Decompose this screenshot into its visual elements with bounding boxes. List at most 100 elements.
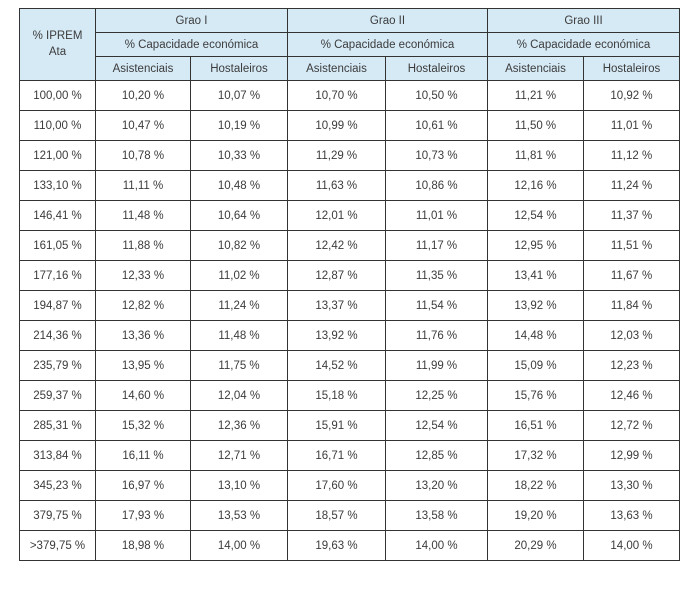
value-cell: 12,25 % <box>385 380 488 411</box>
value-cell: 12,04 % <box>190 380 288 411</box>
corner-header-iprem-ata: % IPREM Ata <box>19 8 96 81</box>
subheader-capacidade-grao-iii: % Capacidade económica <box>486 32 681 57</box>
group-header-grao-iii: Grao III <box>486 8 681 33</box>
value-cell: 10,99 % <box>287 110 386 141</box>
iprem-cell: 177,16 % <box>19 260 96 291</box>
table-row: 161,05 % 11,88 % 10,82 % 12,42 % 11,17 % 12,9… <box>19 230 681 261</box>
value-cell: 11,88 % <box>95 230 191 261</box>
value-cell: 11,81 % <box>487 140 584 171</box>
value-cell: 12,33 % <box>95 260 191 291</box>
iprem-capacity-table: % IPREM Ata Grao I Grao II Grao III % Ca… <box>19 8 681 561</box>
value-cell: 16,11 % <box>95 440 191 471</box>
value-cell: 11,11 % <box>95 170 191 201</box>
value-cell: 11,48 % <box>95 200 191 231</box>
value-cell: 20,29 % <box>487 530 584 561</box>
value-cell: 17,93 % <box>95 500 191 531</box>
value-cell: 10,78 % <box>95 140 191 171</box>
table-header: % IPREM Ata Grao I Grao II Grao III % Ca… <box>19 8 681 81</box>
value-cell: 18,98 % <box>95 530 191 561</box>
value-cell: 12,54 % <box>385 410 488 441</box>
header-row-subheaders: % Capacidade económica % Capacidade econ… <box>20 32 681 57</box>
column-header-asistenciais-grao-ii: Asistenciais <box>287 56 386 81</box>
value-cell: 12,54 % <box>487 200 584 231</box>
value-cell: 15,91 % <box>287 410 386 441</box>
value-cell: 16,97 % <box>95 470 191 501</box>
value-cell: 12,42 % <box>287 230 386 261</box>
iprem-cell: 285,31 % <box>19 410 96 441</box>
value-cell: 11,01 % <box>582 110 681 141</box>
table-row: 259,37 % 14,60 % 12,04 % 15,18 % 12,25 % 15,7… <box>19 380 681 411</box>
value-cell: 11,37 % <box>582 200 681 231</box>
value-cell: 13,92 % <box>487 290 584 321</box>
value-cell: 13,36 % <box>95 320 191 351</box>
iprem-cell: >379,75 % <box>19 530 96 561</box>
value-cell: 13,10 % <box>190 470 288 501</box>
table-row: 235,79 % 13,95 % 11,75 % 14,52 % 11,99 % 15,0… <box>19 350 681 381</box>
table-row: 121,00 % 10,78 % 10,33 % 11,29 % 10,73 % 11,8… <box>19 140 681 171</box>
value-cell: 15,32 % <box>95 410 191 441</box>
value-cell: 11,29 % <box>287 140 386 171</box>
group-header-grao-ii: Grao II <box>287 8 488 33</box>
value-cell: 10,82 % <box>190 230 288 261</box>
subheader-capacidade-grao-i: % Capacidade económica <box>95 32 288 57</box>
value-cell: 11,24 % <box>582 170 681 201</box>
value-cell: 11,76 % <box>385 320 488 351</box>
column-header-hostaleiros-grao-i: Hostaleiros <box>190 56 288 81</box>
subheader-capacidade-grao-ii: % Capacidade económica <box>287 32 488 57</box>
value-cell: 11,12 % <box>582 140 681 171</box>
value-cell: 13,37 % <box>287 290 386 321</box>
value-cell: 11,99 % <box>385 350 488 381</box>
value-cell: 10,47 % <box>95 110 191 141</box>
value-cell: 12,87 % <box>287 260 386 291</box>
table-row: 345,23 % 16,97 % 13,10 % 17,60 % 13,20 % 18,2… <box>19 470 681 501</box>
iprem-cell: 235,79 % <box>19 350 96 381</box>
value-cell: 10,07 % <box>190 80 288 111</box>
column-header-hostaleiros-grao-iii: Hostaleiros <box>582 56 681 81</box>
table-row: 133,10 % 11,11 % 10,48 % 11,63 % 10,86 % 12,1… <box>19 170 681 201</box>
value-cell: 12,36 % <box>190 410 288 441</box>
value-cell: 12,01 % <box>287 200 386 231</box>
table-row: 214,36 % 13,36 % 11,48 % 13,92 % 11,76 % 14,4… <box>19 320 681 351</box>
value-cell: 13,92 % <box>287 320 386 351</box>
iprem-cell: 133,10 % <box>19 170 96 201</box>
value-cell: 11,02 % <box>190 260 288 291</box>
value-cell: 10,73 % <box>385 140 488 171</box>
value-cell: 13,20 % <box>385 470 488 501</box>
value-cell: 12,95 % <box>487 230 584 261</box>
value-cell: 12,03 % <box>582 320 681 351</box>
value-cell: 12,23 % <box>582 350 681 381</box>
value-cell: 13,30 % <box>582 470 681 501</box>
value-cell: 10,20 % <box>95 80 191 111</box>
value-cell: 11,24 % <box>190 290 288 321</box>
table-row: 379,75 % 17,93 % 13,53 % 18,57 % 13,58 % 19,2… <box>19 500 681 531</box>
iprem-cell: 379,75 % <box>19 500 96 531</box>
value-cell: 15,76 % <box>487 380 584 411</box>
value-cell: 10,19 % <box>190 110 288 141</box>
column-header-hostaleiros-grao-ii: Hostaleiros <box>385 56 488 81</box>
iprem-cell: 194,87 % <box>19 290 96 321</box>
value-cell: 14,48 % <box>487 320 584 351</box>
capacity-table-container: % IPREM Ata Grao I Grao II Grao III % Ca… <box>19 8 681 561</box>
value-cell: 11,51 % <box>582 230 681 261</box>
header-row-groups: % IPREM Ata Grao I Grao II Grao III <box>19 8 681 81</box>
value-cell: 13,53 % <box>190 500 288 531</box>
value-cell: 11,50 % <box>487 110 584 141</box>
value-cell: 12,16 % <box>487 170 584 201</box>
value-cell: 11,35 % <box>385 260 488 291</box>
value-cell: 12,71 % <box>190 440 288 471</box>
iprem-cell: 121,00 % <box>19 140 96 171</box>
table-row: 110,00 % 10,47 % 10,19 % 10,99 % 10,61 % 11,5… <box>19 110 681 141</box>
value-cell: 14,00 % <box>582 530 681 561</box>
value-cell: 17,60 % <box>287 470 386 501</box>
table-body: 100,00 % 10,20 % 10,07 % 10,70 % 10,50 % 11,2… <box>19 80 681 561</box>
table-row: >379,75 % 18,98 % 14,00 % 19,63 % 14,00 % 20,… <box>19 530 681 561</box>
table-row: 146,41 % 11,48 % 10,64 % 12,01 % 11,01 % 12,5… <box>19 200 681 231</box>
value-cell: 10,70 % <box>287 80 386 111</box>
value-cell: 15,18 % <box>287 380 386 411</box>
value-cell: 11,63 % <box>287 170 386 201</box>
value-cell: 18,22 % <box>487 470 584 501</box>
column-header-asistenciais-grao-i: Asistenciais <box>95 56 191 81</box>
value-cell: 12,85 % <box>385 440 488 471</box>
value-cell: 15,09 % <box>487 350 584 381</box>
value-cell: 14,00 % <box>190 530 288 561</box>
